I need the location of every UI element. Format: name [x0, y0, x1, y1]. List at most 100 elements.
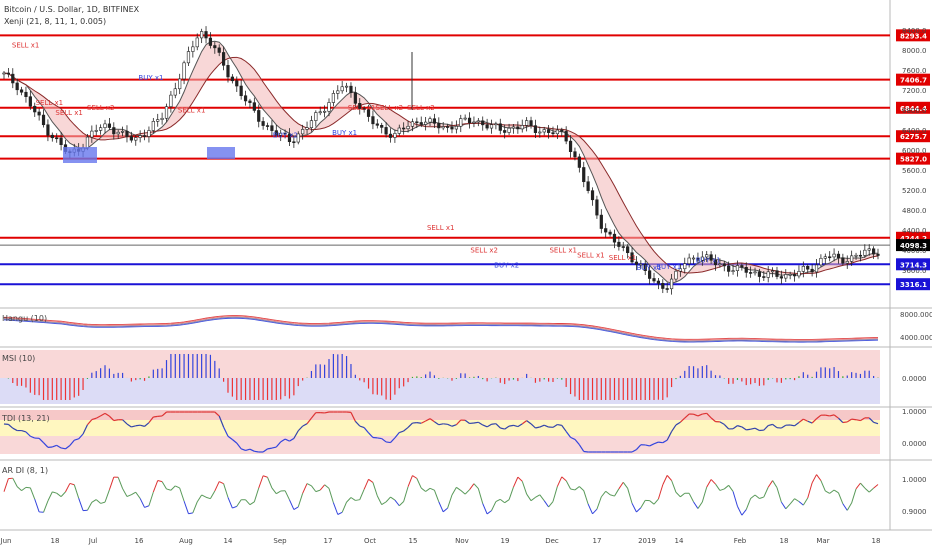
tdi-segment — [790, 425, 794, 426]
candle-body — [850, 256, 853, 262]
candle-body — [569, 141, 572, 152]
candle-body — [134, 138, 137, 141]
candle-body — [156, 120, 159, 122]
candle-body — [745, 267, 748, 272]
level-label: 7406.7 — [900, 77, 927, 85]
candle-body — [464, 118, 467, 119]
signal-label: SELL x2 — [470, 247, 498, 255]
tdi-segment — [153, 416, 157, 417]
tdi-segment — [136, 425, 140, 426]
tdi-segment — [417, 423, 421, 424]
x-tick-label: Oct — [364, 537, 376, 545]
x-tick-label: Mar — [816, 537, 829, 545]
candle-body — [842, 258, 845, 263]
candle-body — [240, 86, 243, 96]
candle-body — [666, 289, 669, 290]
tdi-segment — [584, 451, 588, 452]
candle-body — [42, 115, 45, 125]
candle-body — [780, 277, 783, 279]
tdi-tick-label: 1.0000 — [902, 408, 927, 416]
candle-body — [170, 95, 173, 107]
candle-body — [7, 73, 10, 74]
signal-label: SELL x1 — [55, 109, 82, 117]
candle-body — [433, 119, 436, 124]
candle-body — [235, 81, 238, 86]
signal-label: BUY x1 — [696, 257, 721, 265]
candle-body — [222, 52, 225, 65]
candle-body — [218, 48, 221, 53]
candle-body — [178, 79, 181, 89]
candle-body — [332, 93, 335, 102]
tdi-segment — [825, 415, 829, 416]
price-tick-label: 6400.0 — [902, 127, 927, 135]
candle-body — [20, 90, 23, 92]
signal-label: BUY x1 — [138, 74, 163, 82]
candle-body — [301, 129, 304, 134]
candle-body — [350, 86, 353, 92]
candle-body — [811, 269, 814, 272]
candle-body — [828, 257, 831, 258]
candle-body — [587, 182, 590, 191]
tdi-segment — [114, 420, 118, 421]
signal-label: SELL x1 — [609, 254, 637, 262]
candle-body — [508, 128, 511, 132]
candle-body — [341, 87, 344, 91]
tdi-segment — [254, 451, 258, 452]
candle-body — [183, 63, 186, 79]
candle-body — [323, 111, 326, 112]
signal-label: SELL x2 — [407, 104, 435, 112]
candle-body — [117, 132, 120, 134]
candle-body — [3, 73, 6, 74]
candle-body — [209, 38, 212, 46]
candle-body — [372, 117, 375, 124]
candle-body — [104, 124, 107, 128]
candle-body — [244, 96, 247, 101]
candle-body — [385, 127, 388, 134]
candle-body — [262, 121, 265, 125]
price-tick-label: 3600.0 — [902, 267, 927, 275]
candle-body — [868, 249, 871, 250]
candle-body — [455, 126, 458, 129]
candle-body — [802, 266, 805, 271]
candle-body — [560, 130, 563, 131]
candle-body — [345, 86, 348, 87]
candle-body — [328, 102, 331, 111]
candle-body — [626, 247, 629, 253]
candle-body — [758, 272, 761, 277]
candle-body — [517, 127, 520, 129]
candle-body — [784, 274, 787, 278]
candle-body — [402, 128, 405, 129]
candle-body — [490, 125, 493, 128]
candle-body — [253, 103, 256, 111]
candle-body — [477, 121, 480, 122]
candle-body — [108, 124, 111, 128]
x-tick-label: 18 — [51, 537, 60, 545]
tdi-segment — [268, 448, 272, 449]
price-tick-label: 4800.0 — [902, 207, 927, 215]
candle-body — [604, 229, 607, 233]
tdi-segment — [702, 413, 706, 414]
level-label: 5827.0 — [900, 156, 927, 164]
candle-body — [306, 128, 309, 130]
x-tick-label: Dec — [545, 537, 559, 545]
ardi-panel-title: AR DI (8, 1) — [2, 466, 48, 475]
candle-body — [556, 130, 559, 134]
candle-body — [249, 101, 252, 103]
candle-body — [525, 121, 528, 126]
candle-body — [376, 124, 379, 125]
candle-body — [227, 65, 230, 77]
candle-body — [152, 121, 155, 130]
x-tick-label: Feb — [734, 537, 747, 545]
x-tick-label: Jul — [88, 537, 98, 545]
candle-body — [824, 257, 827, 259]
candle-body — [806, 266, 809, 269]
candle-body — [600, 215, 603, 228]
candle-body — [749, 272, 752, 273]
candle-body — [776, 271, 779, 277]
candle-body — [547, 130, 550, 133]
candle-body — [33, 106, 36, 112]
candle-body — [398, 128, 401, 133]
candle-body — [596, 200, 599, 215]
level-label: 3316.1 — [900, 281, 927, 289]
